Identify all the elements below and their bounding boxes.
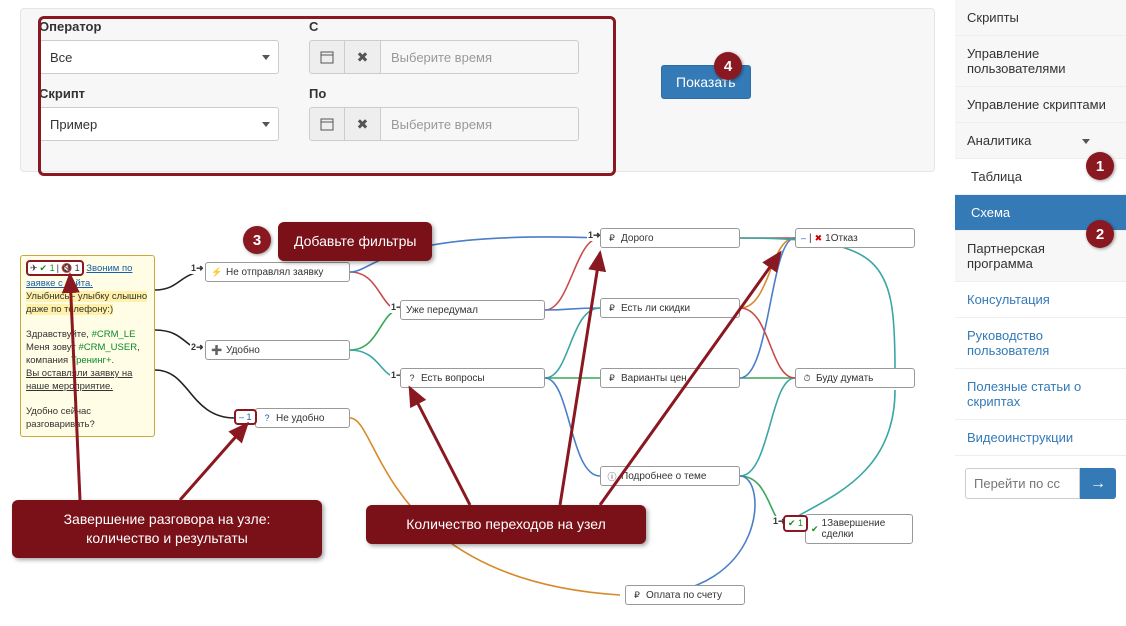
node-n13[interactable]: ₽Оплата по счету	[625, 585, 745, 605]
node-n3-badge: – 1	[234, 409, 257, 425]
operator-select[interactable]: Все	[39, 40, 279, 74]
sidebar-item-consult[interactable]: Консультация	[955, 282, 1126, 318]
sidebar: Скрипты Управление пользователями Управл…	[955, 0, 1126, 499]
sidebar-item-guide[interactable]: Руководство пользователя	[955, 318, 1126, 369]
from-label: С	[309, 19, 579, 34]
callout-left: Завершение разговора на узле: количество…	[12, 500, 322, 558]
callout-filters: Добавьте фильтры	[278, 222, 432, 261]
goto-input[interactable]	[965, 468, 1080, 499]
node-n9[interactable]: ⓘПодробнее о теме	[600, 466, 740, 486]
to-label: По	[309, 86, 579, 101]
node-n5[interactable]: ?Есть вопросы	[400, 368, 545, 388]
goto-button[interactable]: →	[1080, 468, 1116, 499]
from-datetime[interactable]: ✖ Выберите время	[309, 40, 579, 74]
node-n3[interactable]: ?Не удобно	[255, 408, 350, 428]
script-select[interactable]: Пример	[39, 107, 279, 141]
to-input[interactable]: Выберите время	[381, 107, 579, 141]
calendar-icon[interactable]	[309, 40, 345, 74]
from-input[interactable]: Выберите время	[381, 40, 579, 74]
badge-2: 2	[1086, 220, 1114, 248]
clear-icon[interactable]: ✖	[345, 40, 381, 74]
node-n7[interactable]: ₽Есть ли скидки	[600, 298, 740, 318]
script-label: Скрипт	[39, 86, 279, 101]
sidebar-item-video[interactable]: Видеоинструкции	[955, 420, 1126, 456]
sidebar-item-users[interactable]: Управление пользователями	[955, 36, 1126, 87]
node-n12[interactable]: ✔1Завершение сделки	[805, 514, 913, 544]
node-n11[interactable]: ⏱Буду думать	[795, 368, 915, 388]
badge-1: 1	[1086, 152, 1114, 180]
node-n4[interactable]: Уже передумал	[400, 300, 545, 320]
callout-mid: Количество переходов на узел	[366, 505, 646, 544]
calendar-icon[interactable]	[309, 107, 345, 141]
node-n2[interactable]: ➕Удобно	[205, 340, 350, 360]
filter-panel: Оператор Все С ✖ Выберите время Скрипт П…	[20, 8, 935, 172]
badge-3: 3	[243, 226, 271, 254]
badge-4: 4	[714, 52, 742, 80]
sidebar-item-articles[interactable]: Полезные статьи о скриптах	[955, 369, 1126, 420]
sidebar-item-scripts[interactable]: Скрипты	[955, 0, 1126, 36]
node-n10[interactable]: – | ✖1Отказ	[795, 228, 915, 248]
sidebar-item-scriptmgmt[interactable]: Управление скриптами	[955, 87, 1126, 123]
goto-box: →	[965, 468, 1116, 499]
node-n1[interactable]: ⚡Не отправлял заявку	[205, 262, 350, 282]
node-n6[interactable]: ₽Дорого	[600, 228, 740, 248]
operator-label: Оператор	[39, 19, 279, 34]
node-n12-badge: ✔ 1	[783, 515, 808, 532]
clear-icon[interactable]: ✖	[345, 107, 381, 141]
node-n8[interactable]: ₽Варианты цен	[600, 368, 740, 388]
start-node[interactable]: ✈ ✔ 1 | 🔇 1 Звоним по заявке с сайта. Ул…	[20, 255, 155, 437]
to-datetime[interactable]: ✖ Выберите время	[309, 107, 579, 141]
